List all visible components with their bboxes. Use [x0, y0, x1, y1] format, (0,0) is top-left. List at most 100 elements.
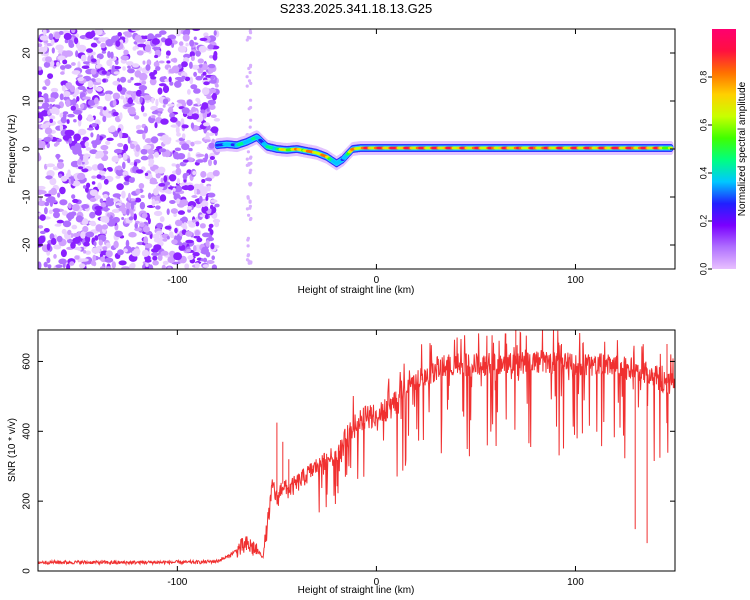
noise-blob [106, 59, 113, 67]
noise-blob [135, 188, 141, 195]
noise-blob [110, 51, 114, 59]
noise-blob [43, 93, 49, 100]
noise-blob [39, 35, 49, 41]
noise-blob [113, 240, 119, 249]
noise-blob [153, 244, 162, 251]
noise-blob [211, 255, 215, 260]
noise-blob [149, 77, 157, 86]
noise-blob [39, 196, 43, 202]
noise-blob [177, 210, 185, 215]
noise-blob [176, 178, 180, 185]
noise-blob [187, 89, 191, 95]
noise-blob [157, 166, 166, 174]
noise-blob [104, 93, 112, 102]
noise-blob [193, 36, 197, 41]
noise-blob [116, 165, 122, 171]
noise-blob [152, 255, 158, 261]
noise-blob [120, 55, 129, 61]
noise-blob [38, 200, 47, 207]
y-tick-label: 10 [22, 95, 33, 107]
noise-blob [197, 58, 204, 64]
colorbar-tick-label: 0.6 [698, 119, 708, 132]
colorbar-tick-label: 0.8 [698, 71, 708, 84]
noise-blob [86, 182, 91, 188]
noise-blob [71, 70, 81, 75]
x-tick-label: 0 [374, 577, 380, 588]
noise-blob [249, 98, 253, 102]
noise-blob [248, 156, 252, 160]
noise-blob [67, 238, 73, 244]
noise-blob [48, 33, 54, 41]
noise-blob [246, 254, 250, 258]
noise-blob [68, 39, 74, 48]
noise-blob [56, 138, 62, 143]
noise-blob [154, 33, 162, 38]
noise-blob [71, 194, 76, 200]
noise-blob [164, 38, 173, 46]
noise-blob [198, 45, 207, 53]
noise-blob [147, 149, 155, 155]
noise-blob [189, 39, 195, 47]
noise-blob [193, 88, 201, 94]
noise-blob [101, 70, 108, 75]
noise-blob [87, 80, 94, 89]
noise-blob [123, 97, 127, 105]
noise-blob [67, 169, 71, 176]
snr-axes: -100 0 100 0 200 400 600 [22, 330, 675, 588]
noise-blob [162, 139, 171, 145]
noise-blob [91, 122, 97, 128]
noise-blob [94, 235, 99, 241]
noise-blob [61, 84, 66, 92]
noise-blob [56, 219, 64, 224]
noise-blob [177, 29, 181, 34]
noise-blob [129, 263, 135, 269]
noise-blob [183, 222, 187, 229]
noise-blob [105, 140, 111, 145]
noise-blob [144, 138, 153, 144]
noise-blob [126, 90, 134, 95]
noise-blob [186, 99, 193, 106]
noise-blob [126, 208, 130, 216]
noise-blob [205, 251, 211, 258]
noise-blob [207, 192, 216, 198]
noise-blob [95, 64, 102, 69]
noise-blob [117, 249, 124, 256]
noise-blob [86, 127, 95, 131]
noise-blob [85, 231, 95, 238]
noise-blob [89, 197, 97, 202]
noise-blob [182, 34, 190, 42]
noise-blob [127, 158, 131, 164]
noise-blob [82, 136, 89, 141]
noise-blob [143, 94, 152, 101]
noise-blob [168, 76, 172, 83]
noise-blob [58, 258, 67, 265]
noise-blob [206, 260, 215, 264]
noise-blob [187, 255, 194, 261]
noise-blob [202, 63, 209, 71]
noise-blob [151, 110, 159, 115]
noise-blob [128, 216, 134, 221]
spectrogram-ridge [214, 130, 674, 171]
noise-blob [205, 131, 210, 138]
noise-blob [245, 163, 249, 167]
noise-blob [90, 132, 94, 138]
noise-blob [185, 29, 191, 36]
noise-blob [179, 217, 187, 222]
noise-blob [116, 84, 123, 92]
noise-blob [130, 143, 135, 149]
noise-blob [122, 161, 126, 170]
noise-blob [149, 72, 155, 78]
noise-blob [208, 104, 216, 110]
noise-blob [249, 182, 253, 186]
noise-blob [71, 224, 78, 230]
noise-blob [128, 231, 137, 238]
noise-blob [112, 132, 119, 138]
noise-blob [201, 102, 209, 110]
noise-blob [162, 238, 168, 242]
noise-blob [127, 65, 131, 69]
noise-blob [70, 29, 76, 34]
noise-blob [96, 133, 100, 142]
noise-blob [203, 81, 210, 86]
noise-blob [140, 105, 145, 113]
noise-blob [119, 76, 127, 83]
